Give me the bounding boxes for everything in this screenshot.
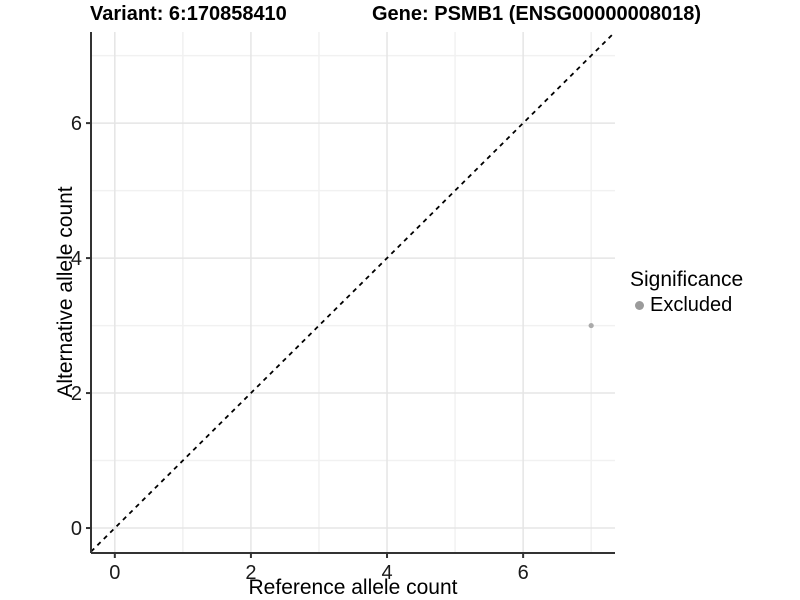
y-tick-label: 6 (71, 113, 82, 135)
legend-title: Significance (630, 268, 744, 291)
legend-entry-excluded: Excluded (630, 294, 798, 317)
y-tick-label: 2 (71, 383, 82, 405)
y-axis-title: Alternative allele count (54, 186, 77, 398)
plot-title-gene: Gene: PSMB1 (ENSG00000008018) (372, 3, 702, 25)
legend-entry-label: Excluded (650, 294, 733, 317)
plot-title-variant: Variant: 6:170858410 (90, 3, 287, 25)
y-tick-label: 4 (71, 248, 82, 270)
data-point (588, 322, 594, 329)
x-tick-label: 6 (518, 562, 529, 584)
y-tick-label: 0 (71, 518, 82, 540)
x-tick-label: 2 (245, 562, 256, 584)
x-tick-label: 4 (381, 562, 392, 584)
x-tick-label: 0 (109, 562, 120, 584)
identity-line (90, 31, 616, 553)
legend: Significance Excluded (630, 268, 798, 317)
legend-point-icon (635, 301, 644, 311)
x-axis-title: Reference allele count (248, 576, 458, 599)
